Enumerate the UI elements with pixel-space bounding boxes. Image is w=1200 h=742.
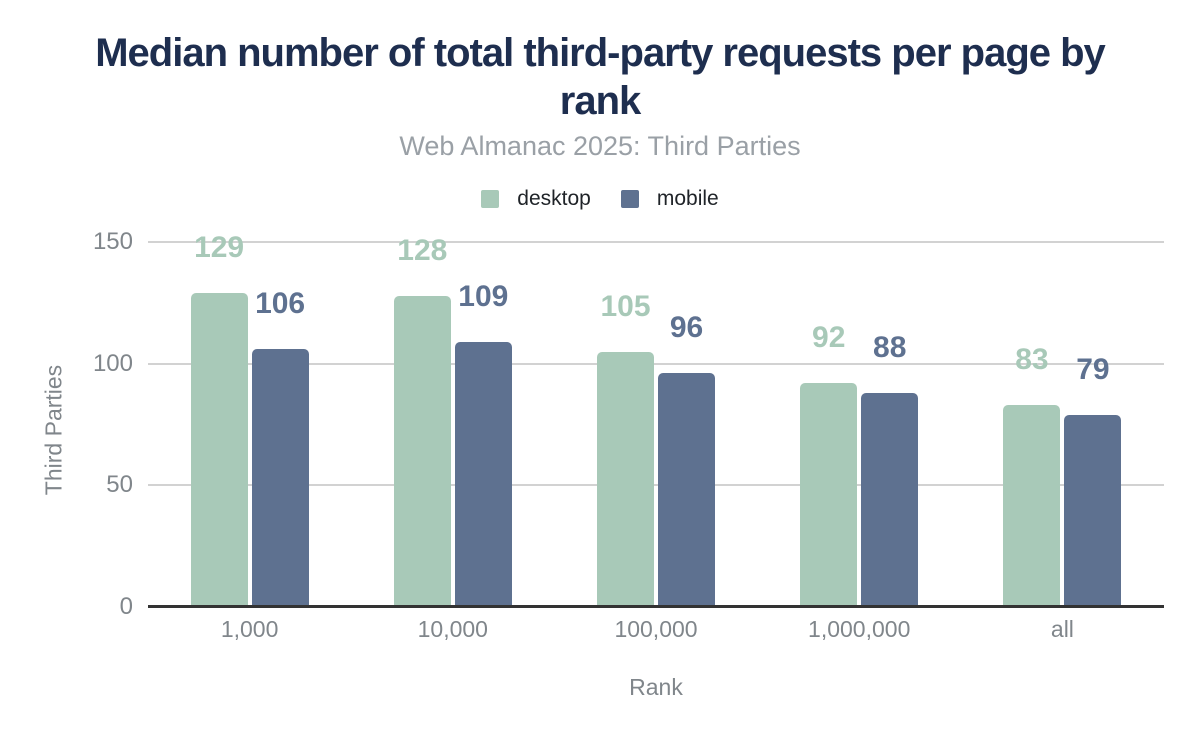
bar-value-label-mobile-100,000: 96 xyxy=(669,311,704,345)
bar-pair: 92 88 xyxy=(800,242,919,607)
bar-group-all: 83 79 xyxy=(961,242,1164,607)
bar-pair: 128 109 xyxy=(393,235,512,607)
legend: desktop mobile xyxy=(0,187,1200,211)
x-tick-label-100,000: 100,000 xyxy=(614,616,698,642)
x-axis-line xyxy=(148,605,1164,608)
bar-value-label-desktop-10,000: 128 xyxy=(397,233,448,267)
legend-label-mobile: mobile xyxy=(656,187,719,210)
bar-value-label-desktop-1,000,000: 92 xyxy=(812,321,846,355)
y-tick-label: 50 xyxy=(106,471,133,499)
bar-value-label-mobile-1,000,000: 88 xyxy=(873,330,907,364)
bar-group-1,000: 129 106 xyxy=(148,233,351,607)
bar-value-label-desktop-all: 83 xyxy=(1015,343,1049,377)
bar-slot-desktop: 83 xyxy=(1003,242,1061,607)
bar-mobile-1,000 xyxy=(251,349,309,607)
x-tick-label-all: all xyxy=(1050,616,1074,642)
gridline xyxy=(148,241,1164,243)
bar-value-label-desktop-100,000: 105 xyxy=(600,289,651,323)
bar-mobile-1,000,000 xyxy=(861,392,919,607)
bar-slot-mobile: 88 xyxy=(861,242,919,607)
x-tick-label-10,000: 10,000 xyxy=(417,616,488,642)
x-axis-tick-labels: 1,000 10,000 100,000 1,000,000 all xyxy=(148,616,1164,643)
bar-pair: 83 79 xyxy=(1003,242,1122,607)
bar-mobile-100,000 xyxy=(658,373,715,607)
bar-slot-mobile: 79 xyxy=(1064,242,1122,607)
bar-slot-mobile: 96 xyxy=(658,242,715,607)
bar-mobile-10,000 xyxy=(454,341,512,607)
bar-desktop-100,000 xyxy=(597,351,654,607)
bar-groups: 129 106 128 109 105 96 92 88 83 79 xyxy=(148,233,1164,607)
y-tick-label: 100 xyxy=(92,349,133,377)
y-tick-label: 150 xyxy=(92,228,133,255)
bar-mobile-all xyxy=(1064,414,1122,607)
x-tick-label-1,000: 1,000 xyxy=(220,616,279,642)
legend-item-mobile: mobile xyxy=(620,187,719,211)
gridline xyxy=(148,362,1164,365)
chart-title: Median number of total third-party reque… xyxy=(95,31,1106,123)
bar-value-label-mobile-1,000: 106 xyxy=(255,287,306,321)
bar-desktop-all xyxy=(1003,405,1061,607)
bar-slot-desktop: 105 xyxy=(597,242,654,607)
plot-area: 0 50 100 150 129 106 128 109 105 96 92 88 83 79 xyxy=(93,230,1164,619)
bar-value-label-desktop-1,000: 129 xyxy=(194,231,245,265)
x-axis-title: Rank xyxy=(629,674,683,700)
mobile-swatch-icon xyxy=(620,190,639,208)
chart-subtitle: Web Almanac 2025: Third Parties xyxy=(399,131,801,161)
bar-pair: 129 106 xyxy=(190,233,309,607)
bar-value-label-mobile-10,000: 109 xyxy=(458,279,509,313)
gridline xyxy=(148,484,1164,487)
bar-slot-desktop: 92 xyxy=(800,242,858,607)
x-tick-label-1,000,000: 1,000,000 xyxy=(808,616,911,642)
y-tick-label: 0 xyxy=(119,593,133,620)
bar-pair: 105 96 xyxy=(597,242,715,607)
legend-label-desktop: desktop xyxy=(517,187,591,210)
bar-desktop-1,000,000 xyxy=(800,383,858,607)
bar-value-label-mobile-all: 79 xyxy=(1076,352,1110,386)
bar-group-1,000,000: 92 88 xyxy=(758,242,961,607)
legend-item-desktop: desktop xyxy=(481,187,591,211)
bar-group-10,000: 128 109 xyxy=(351,235,554,607)
bar-slot-mobile: 106 xyxy=(251,242,309,607)
bar-group-100,000: 105 96 xyxy=(554,242,757,607)
bar-desktop-10,000 xyxy=(393,295,451,607)
desktop-swatch-icon xyxy=(481,190,500,208)
bar-slot-desktop: 129 xyxy=(190,233,248,607)
bar-slot-desktop: 128 xyxy=(393,235,451,607)
bar-slot-mobile: 109 xyxy=(454,242,512,607)
bar-desktop-1,000 xyxy=(190,293,248,607)
